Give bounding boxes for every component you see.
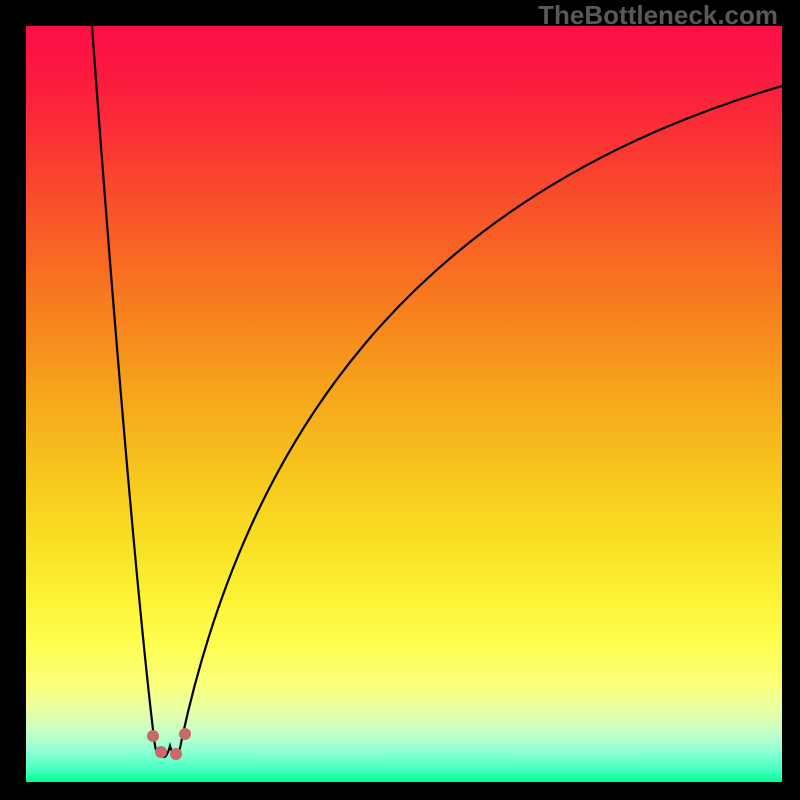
watermark-text: TheBottleneck.com — [538, 0, 778, 31]
plot-area — [26, 26, 782, 782]
valley-marker — [155, 746, 167, 758]
valley-marker — [170, 748, 182, 760]
chart-frame: TheBottleneck.com — [0, 0, 800, 800]
valley-marker — [147, 730, 159, 742]
bottleneck-curve — [26, 26, 782, 782]
valley-marker — [179, 728, 191, 740]
